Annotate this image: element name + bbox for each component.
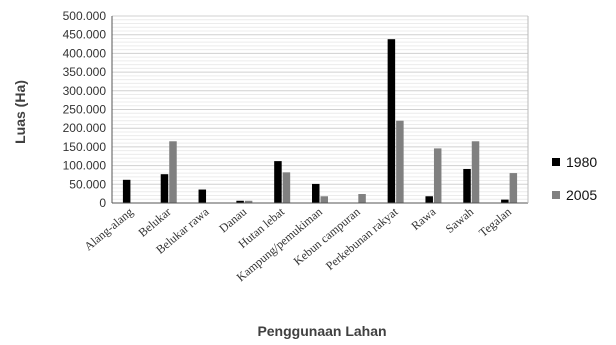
legend-swatch-1980 — [552, 158, 560, 166]
y-tick-label: 250.000 — [63, 103, 107, 117]
bar-2005-10 — [509, 173, 518, 203]
y-tick-label: 50.000 — [69, 177, 106, 191]
bar-1980-8 — [425, 196, 433, 203]
grid-lines — [112, 15, 528, 204]
y-tick-label: 200.000 — [63, 121, 107, 135]
legend-label-1980: 1980 — [566, 154, 597, 170]
bar-2005-5 — [320, 196, 328, 203]
y-tick-label: 0 — [99, 196, 106, 210]
bar-1980-0 — [122, 179, 131, 203]
bar-1980-10 — [501, 199, 509, 203]
legend-label-2005: 2005 — [566, 187, 597, 203]
bar-2005-4 — [282, 172, 291, 203]
y-tick-labels: 0 50.000 100.000 150.000 200.000 250.000 300.0… — [63, 9, 107, 210]
x-tick-label: Tegalan — [476, 205, 514, 240]
legend: 1980 2005 — [552, 154, 597, 203]
bar-1980-1 — [160, 174, 169, 203]
y-tick-label: 400.000 — [63, 46, 107, 60]
y-tick-label: 350.000 — [63, 65, 107, 79]
y-tick-label: 500.000 — [63, 9, 107, 23]
bar-2005-3 — [244, 200, 253, 203]
bar-2005-7 — [396, 120, 404, 203]
bar-2005-8 — [433, 148, 442, 203]
bar-1980-5 — [312, 183, 320, 203]
x-axis-title: Penggunaan Lahan — [257, 323, 386, 339]
y-tick-label: 300.000 — [63, 84, 107, 98]
y-tick-label: 100.000 — [63, 159, 107, 173]
bars-group — [122, 39, 518, 203]
bar-1980-2 — [198, 189, 207, 203]
bar-1980-3 — [236, 200, 244, 203]
y-tick-label: 450.000 — [63, 28, 107, 42]
x-tick-label: Sawah — [443, 205, 477, 236]
x-tick-label: Alang-alang — [81, 205, 135, 254]
bar-1980-4 — [274, 161, 282, 203]
y-tick-label: 150.000 — [63, 140, 107, 154]
x-tick-label: Danau — [216, 205, 249, 236]
axes-group — [111, 16, 529, 204]
legend-swatch-2005 — [552, 191, 560, 199]
bar-2005-1 — [169, 141, 177, 203]
bar-2005-6 — [358, 194, 366, 203]
bar-1980-9 — [463, 168, 471, 203]
bar-2005-9 — [471, 141, 480, 203]
y-axis-title: Luas (Ha) — [12, 80, 28, 144]
bar-1980-7 — [387, 39, 396, 203]
x-tick-label: Rawa — [408, 204, 438, 233]
